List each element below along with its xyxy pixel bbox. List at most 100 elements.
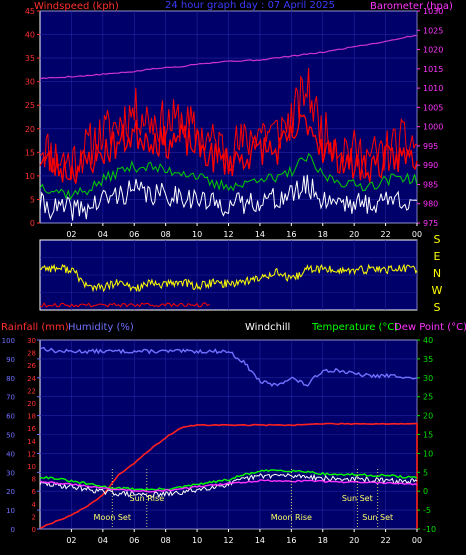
temperature-hour-label: 02 — [66, 536, 76, 545]
rainfall-tick-label: 2 — [32, 513, 36, 521]
event-label: Sun Rise — [129, 494, 164, 503]
humidity-axis-title: Humidity (%) — [68, 322, 134, 333]
rainfall-tick-label: 8 — [32, 476, 36, 484]
event-label: Sun Set — [342, 494, 373, 503]
wind-hour-label: 20 — [349, 230, 359, 239]
temperature-tick-label: 0 — [423, 487, 428, 496]
temperature-hour-label: 10 — [192, 536, 202, 545]
humidity-tick-label: 80 — [6, 375, 15, 383]
compass-label-n: N — [433, 267, 441, 280]
rainfall-axis-title: Rainfall (mm) — [1, 322, 69, 333]
temperature-gridlines — [40, 339, 418, 530]
astronomy-annotations: Moon Set Sun Rise Moon Rise Sun Set Sun Set — [94, 469, 393, 529]
barometer-tick-label: 1020 — [423, 46, 443, 55]
temperature-hour-label: 14 — [255, 536, 265, 545]
temperature-hour-label: 18 — [318, 536, 328, 545]
windspeed-line — [39, 113, 418, 184]
temperature-hour-label: 12 — [223, 536, 233, 545]
barometer-axis-title: Barometer (hpa) — [370, 1, 453, 12]
windspeed-tick-label: 5 — [30, 195, 35, 204]
temperature-tick-label: 40 — [423, 336, 433, 345]
temperature-tick-label: 10 — [423, 449, 433, 458]
humidity-tick-label: 40 — [6, 450, 15, 458]
temperature-axis: -10 -5 0 5 10 15 20 25 30 35 40 — [417, 336, 436, 534]
rainfall-tick-label: 4 — [32, 501, 37, 509]
wind-hour-label: 18 — [318, 230, 328, 239]
temperature-axis-title: Temperature (°C) — [311, 322, 398, 333]
wind-hour-label: 06 — [129, 230, 139, 239]
wind-hour-label: 16 — [286, 230, 296, 239]
humidity-tick-label: 50 — [6, 432, 15, 440]
temperature-hour-label: 16 — [286, 536, 296, 545]
wind-hour-axis: 02 04 06 08 10 12 14 16 18 20 22 00 — [66, 223, 422, 239]
barometer-tick-label: 975 — [423, 219, 438, 228]
barometer-line — [39, 34, 418, 80]
windspeed-series — [39, 67, 418, 221]
humidity-tick-label: 70 — [6, 394, 15, 402]
windspeed-tick-label: 10 — [25, 172, 35, 181]
humidity-tick-label: 20 — [6, 488, 15, 496]
dewpoint-line — [39, 479, 418, 493]
wind-direction-line — [39, 263, 418, 293]
humidity-tick-label: 30 — [6, 469, 15, 477]
chart-title: 24 hour graph day : 07 April 2025 — [165, 0, 335, 11]
rainfall-tick-label: 26 — [27, 362, 36, 370]
temperature-hour-label: 22 — [380, 536, 390, 545]
event-label: Moon Set — [94, 513, 131, 522]
wind-hour-label: 02 — [66, 230, 76, 239]
rainfall-tick-label: 14 — [27, 438, 36, 446]
humidity-tick-label: 60 — [6, 413, 15, 421]
temperature-tick-label: 30 — [423, 374, 433, 383]
direction-gridlines — [40, 240, 418, 310]
windspeed-axis-title: Windspeed (kph) — [34, 1, 119, 12]
wind-direction-low-line — [39, 302, 210, 308]
rainfall-line — [39, 422, 418, 529]
windspeed-tick-label: 25 — [25, 101, 35, 110]
compass-label-e: E — [434, 250, 441, 263]
barometer-tick-label: 995 — [423, 142, 438, 151]
windspeed-tick-label: 30 — [25, 78, 35, 87]
windspeed-tick-label: 20 — [25, 125, 35, 134]
temperature-tick-label: 25 — [423, 393, 433, 402]
temperature-line — [39, 469, 418, 492]
wind-hour-label: 10 — [192, 230, 202, 239]
windspeed-tick-label: 15 — [25, 148, 35, 157]
humidity-tick-label: 10 — [6, 507, 15, 515]
barometer-axis: 975 980 985 990 995 1000 1005 1010 1015 1020 1025 1… — [417, 7, 443, 228]
barometer-tick-label: 980 — [423, 200, 438, 209]
temperature-hour-axis: 02 04 06 08 10 12 14 16 18 20 22 00 — [66, 529, 422, 545]
temperature-hour-label: 20 — [349, 536, 359, 545]
rainfall-tick-label: 12 — [27, 450, 36, 458]
barometer-tick-label: 985 — [423, 180, 438, 189]
rainfall-tick-label: 10 — [27, 463, 36, 471]
windspeed-tick-label: 40 — [25, 31, 35, 40]
temperature-series — [39, 346, 418, 529]
humidity-tick-label: 90 — [6, 356, 15, 364]
temperature-tick-label: 15 — [423, 431, 433, 440]
windspeed-tick-label: 45 — [25, 7, 35, 16]
event-label: Sun Set — [362, 513, 393, 522]
barometer-tick-label: 1030 — [423, 7, 443, 16]
rainfall-tick-label: 22 — [27, 387, 36, 395]
windchill-line — [39, 472, 418, 499]
humidity-line — [39, 346, 417, 387]
rainfall-tick-label: 28 — [27, 350, 36, 358]
temperature-hour-label: 04 — [98, 536, 108, 545]
barometer-tick-label: 1005 — [423, 103, 443, 112]
barometer-tick-label: 990 — [423, 161, 438, 170]
barometer-tick-label: 1000 — [423, 123, 443, 132]
temperature-hour-label: 00 — [412, 536, 422, 545]
windchill-label: Windchill — [245, 322, 290, 333]
barometer-series — [39, 34, 418, 80]
wind-hour-label: 14 — [255, 230, 265, 239]
barometer-tick-label: 1010 — [423, 84, 443, 93]
rainfall-tick-label: 6 — [32, 488, 37, 496]
wind-hour-label: 22 — [380, 230, 390, 239]
temperature-panel: Rainfall (mm) Humidity (%) Windchill Tem… — [1, 322, 466, 545]
